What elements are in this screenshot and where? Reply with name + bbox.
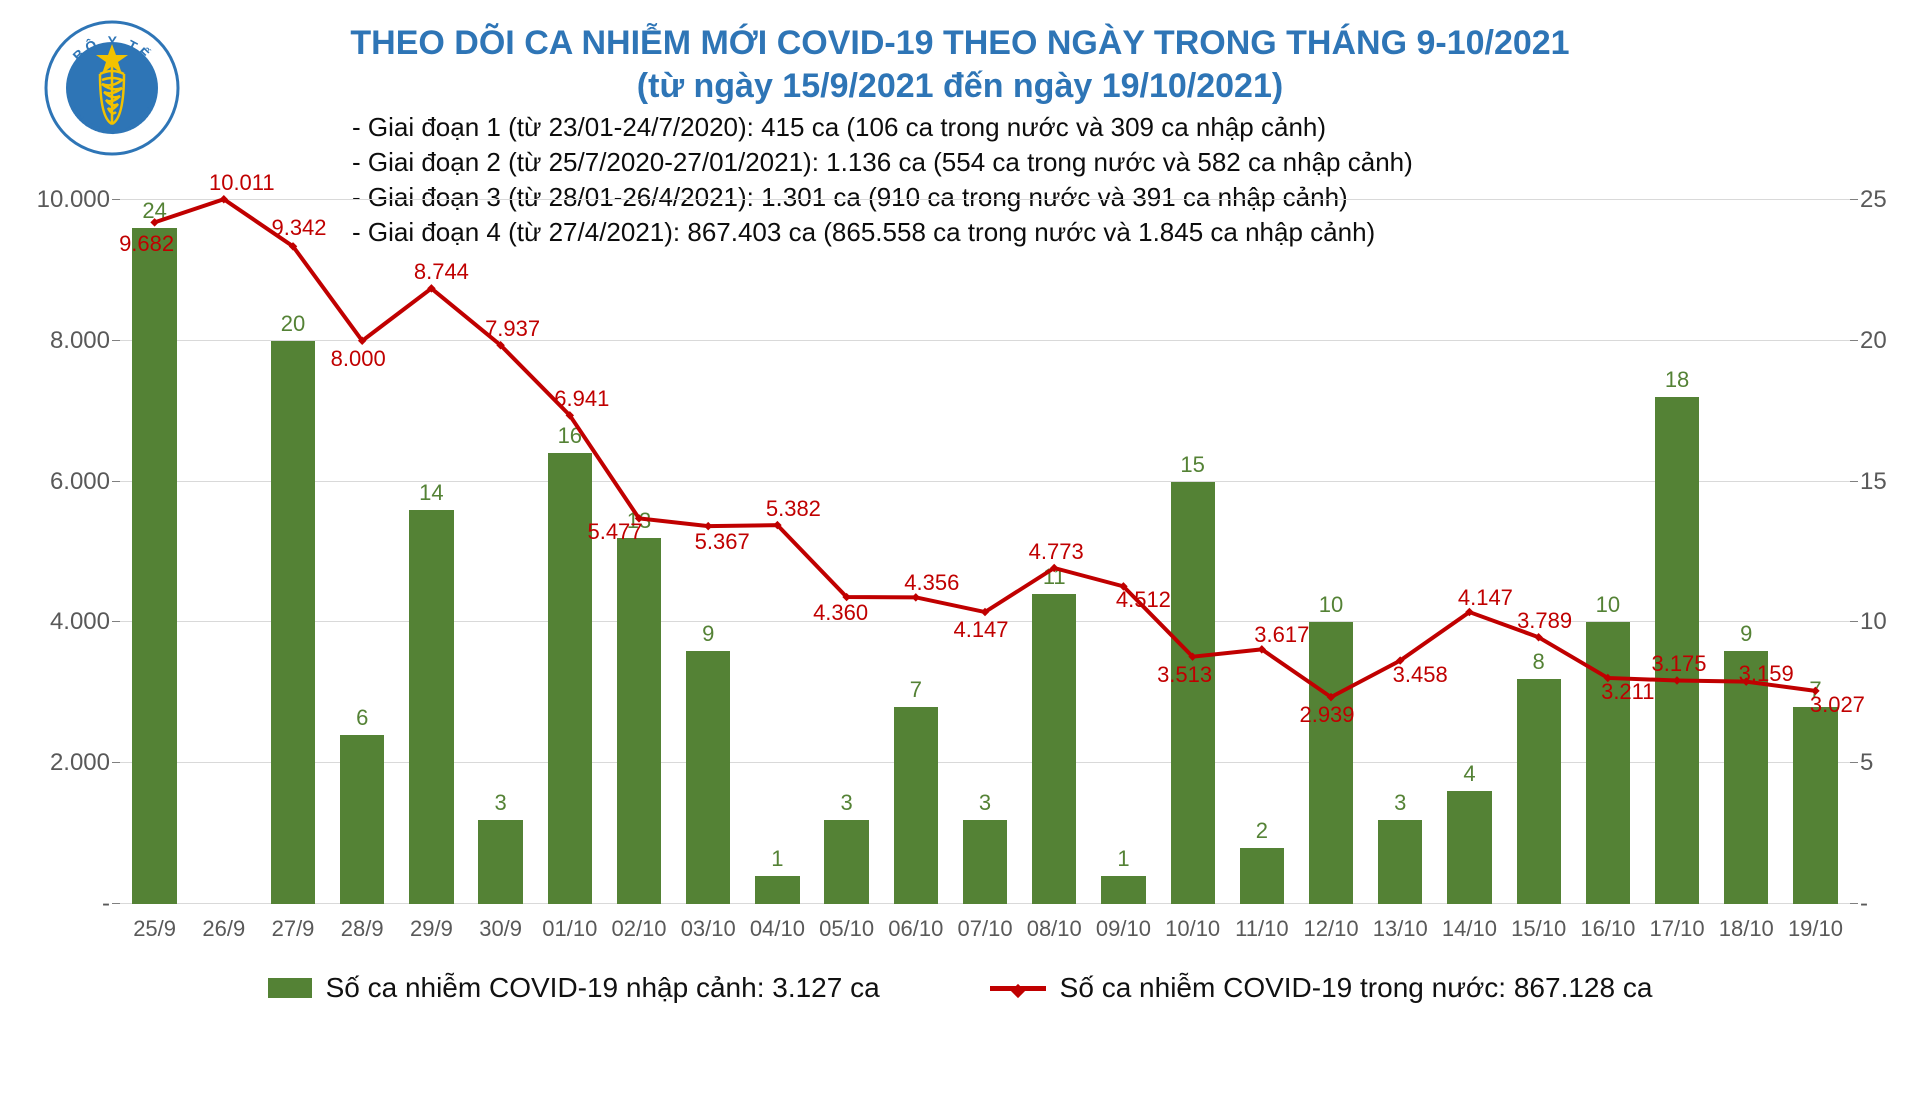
x-tick-label: 05/10 — [812, 916, 881, 942]
line-value-label: 5.477 — [587, 519, 642, 545]
line-value-label: 6.941 — [554, 386, 609, 412]
x-tick-label: 08/10 — [1020, 916, 1089, 942]
legend-item-bars: Số ca nhiễm COVID-19 nhập cảnh: 3.127 ca — [268, 972, 880, 1004]
legend-line-swatch — [990, 986, 1046, 991]
y-left-tick: 10.000 — [20, 186, 110, 214]
x-tick-label: 15/10 — [1504, 916, 1573, 942]
line-value-label: 3.513 — [1157, 662, 1212, 688]
x-tick-label: 06/10 — [881, 916, 950, 942]
y-right-tick: - — [1860, 890, 1910, 918]
x-tick-label: 04/10 — [743, 916, 812, 942]
line-value-label: 3.211 — [1601, 679, 1654, 705]
x-tick-label: 11/10 — [1227, 916, 1296, 942]
line-value-label: 10.011 — [209, 170, 275, 196]
x-tick-label: 28/9 — [328, 916, 397, 942]
y-left-tick: 8.000 — [20, 327, 110, 355]
line-value-label: 4.147 — [953, 617, 1008, 643]
x-tick-label: 29/9 — [397, 916, 466, 942]
line-value-label: 3.027 — [1810, 692, 1865, 718]
y-right-tick: 15 — [1860, 468, 1910, 496]
y-right-tick: 5 — [1860, 749, 1910, 777]
line-value-label: 5.367 — [695, 529, 750, 555]
line-value-label: 3.617 — [1254, 622, 1309, 648]
line-value-label: 8.744 — [414, 259, 469, 285]
y-left-tick: - — [20, 890, 110, 918]
line-value-label: 4.773 — [1029, 539, 1084, 565]
chart-titles: THEO DÕI CA NHIỄM MỚI COVID-19 THEO NGÀY… — [0, 22, 1920, 107]
line-value-label: 3.789 — [1517, 608, 1572, 634]
x-tick-label: 03/10 — [674, 916, 743, 942]
line-value-label: 7.937 — [485, 316, 540, 342]
note-phase-2: - Giai đoạn 2 (từ 25/7/2020-27/01/2021):… — [352, 145, 1413, 180]
x-axis-labels: 25/926/927/928/929/930/901/1002/1003/100… — [120, 916, 1850, 942]
y-axis-right: -510152025 — [1860, 200, 1910, 904]
legend-line-label: Số ca nhiễm COVID-19 trong nước: 867.128… — [1060, 972, 1653, 1004]
x-tick-label: 13/10 — [1366, 916, 1435, 942]
x-tick-label: 18/10 — [1712, 916, 1781, 942]
y-left-tick: 2.000 — [20, 749, 110, 777]
line-value-label: 4.147 — [1458, 585, 1513, 611]
x-tick-label: 02/10 — [604, 916, 673, 942]
plot-area: -2.0004.0006.0008.00010.000 -510152025 2… — [120, 200, 1850, 904]
x-tick-label: 25/9 — [120, 916, 189, 942]
y-axis-left: -2.0004.0006.0008.00010.000 — [20, 200, 110, 904]
title-line-2: (từ ngày 15/9/2021 đến ngày 19/10/2021) — [0, 65, 1920, 108]
x-tick-label: 10/10 — [1158, 916, 1227, 942]
x-tick-label: 14/10 — [1435, 916, 1504, 942]
x-tick-label: 26/9 — [189, 916, 258, 942]
line-value-label: 4.356 — [904, 570, 959, 596]
y-right-tick: 20 — [1860, 327, 1910, 355]
line-value-label: 9.342 — [271, 215, 326, 241]
x-tick-label: 19/10 — [1781, 916, 1850, 942]
note-phase-1: - Giai đoạn 1 (từ 23/01-24/7/2020): 415 … — [352, 110, 1413, 145]
x-tick-label: 27/9 — [258, 916, 327, 942]
line-value-label: 4.360 — [813, 600, 868, 626]
line-value-label: 8.000 — [331, 346, 386, 372]
x-tick-label: 01/10 — [535, 916, 604, 942]
legend-bar-label: Số ca nhiễm COVID-19 nhập cảnh: 3.127 ca — [326, 972, 880, 1004]
line-value-label: 2.939 — [1299, 702, 1354, 728]
x-tick-label: 30/9 — [466, 916, 535, 942]
x-tick-label: 09/10 — [1089, 916, 1158, 942]
legend-bar-swatch — [268, 978, 312, 998]
y-left-tick: 6.000 — [20, 468, 110, 496]
legend-item-line: Số ca nhiễm COVID-19 trong nước: 867.128… — [990, 972, 1653, 1004]
chart-container: BỘ Y TẾ MINISTRY OF HEALTH THEO DÕI CA N… — [0, 0, 1920, 1094]
y-right-tick: 10 — [1860, 608, 1910, 636]
line-value-label: 3.175 — [1651, 651, 1706, 677]
line-marker — [1673, 676, 1681, 684]
legend: Số ca nhiễm COVID-19 nhập cảnh: 3.127 ca… — [0, 972, 1920, 1004]
line-value-label: 3.458 — [1393, 662, 1448, 688]
x-tick-label: 17/10 — [1642, 916, 1711, 942]
line-series — [120, 200, 1850, 904]
y-right-tick: 25 — [1860, 186, 1910, 214]
x-tick-label: 16/10 — [1573, 916, 1642, 942]
line-value-label: 9.682 — [119, 231, 174, 257]
line-value-label: 5.382 — [766, 496, 821, 522]
line-value-label: 3.159 — [1739, 661, 1794, 687]
x-tick-label: 12/10 — [1296, 916, 1365, 942]
line-value-label: 4.512 — [1116, 587, 1171, 613]
title-line-1: THEO DÕI CA NHIỄM MỚI COVID-19 THEO NGÀY… — [0, 22, 1920, 65]
x-tick-label: 07/10 — [950, 916, 1019, 942]
y-left-tick: 4.000 — [20, 608, 110, 636]
